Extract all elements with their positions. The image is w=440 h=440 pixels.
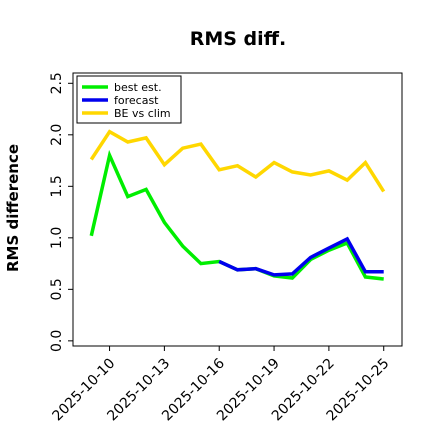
series-line-best-est — [89, 149, 384, 281]
y-tick-label: 0.0 — [49, 330, 65, 352]
y-tick-label: 0.5 — [49, 278, 65, 300]
legend-label: BE vs clim — [114, 107, 171, 120]
chart-title: RMS diff. — [190, 28, 287, 50]
series-layer — [89, 129, 386, 281]
legend-label: forecast — [114, 94, 159, 107]
y-axis-label: RMS difference — [4, 144, 22, 272]
plot-area-frame — [72, 72, 403, 347]
y-tick-label: 1.5 — [49, 175, 65, 197]
series-line-be-vs-clim — [89, 129, 386, 193]
legend-label: best est. — [114, 81, 162, 94]
y-tick-label: 2.5 — [49, 72, 65, 94]
y-axis: 0.0 0.5 1.0 1.5 2.0 2.5 — [49, 72, 73, 352]
y-tick-label: 1.0 — [49, 227, 65, 249]
x-axis: 2025-10-102025-10-132025-10-162025-10-19… — [50, 346, 393, 424]
y-tick-label: 2.0 — [49, 124, 65, 146]
series-line-forecast — [218, 236, 384, 277]
